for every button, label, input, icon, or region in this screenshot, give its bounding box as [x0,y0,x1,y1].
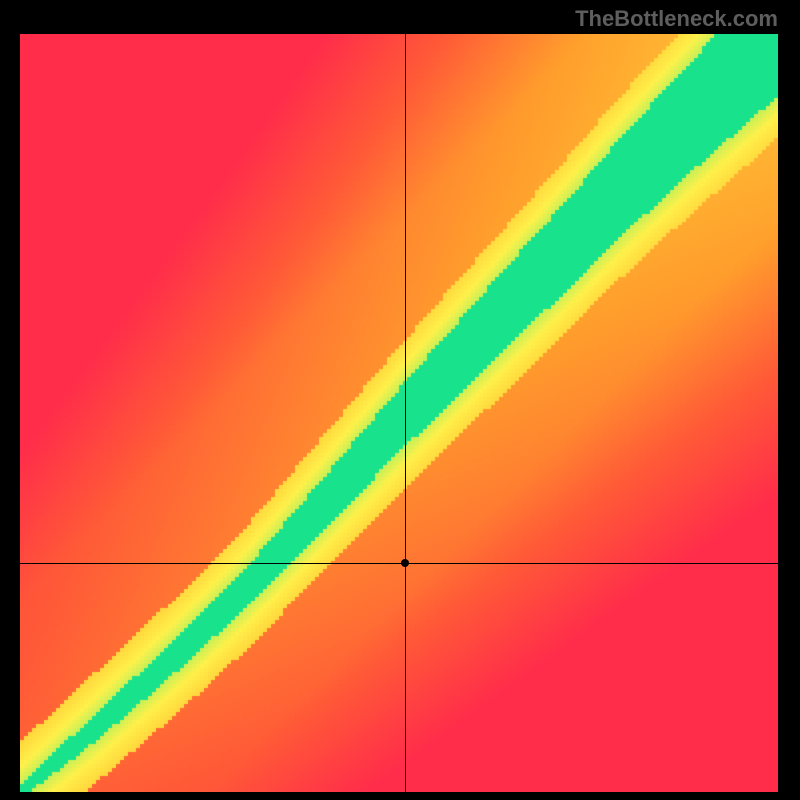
figure-outer: TheBottleneck.com [0,0,800,800]
watermark-text: TheBottleneck.com [575,6,778,32]
heatmap-canvas [20,34,778,792]
crosshair-vertical [405,34,406,792]
crosshair-marker [401,559,409,567]
plot-area [20,34,778,792]
crosshair-horizontal [20,563,778,564]
